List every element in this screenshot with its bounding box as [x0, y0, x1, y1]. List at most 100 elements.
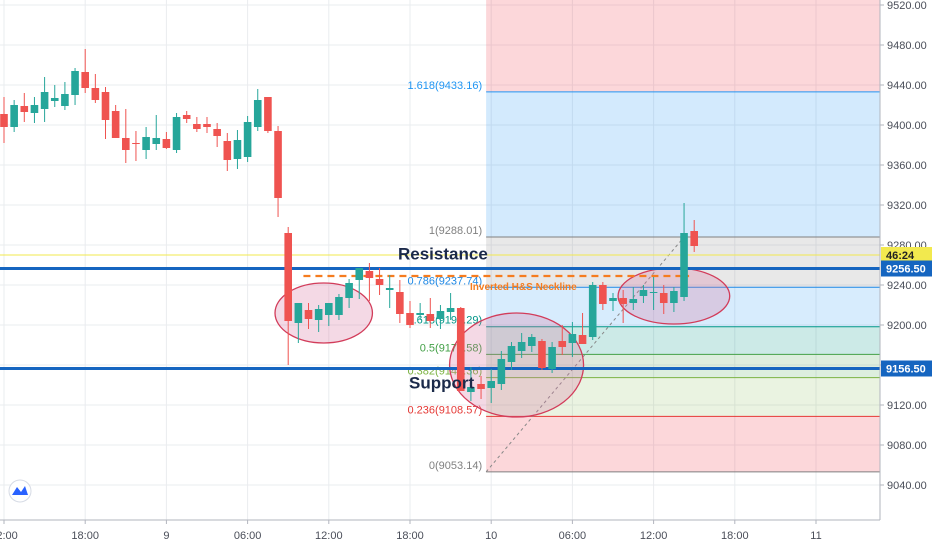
candle-body	[588, 285, 597, 337]
time-tick-label: 18:00	[396, 530, 424, 542]
candle-body	[223, 141, 232, 160]
current-price-tag: 46:24	[886, 250, 915, 262]
candle-body	[619, 298, 627, 304]
time-tick-label: 10	[485, 530, 497, 542]
time-tick-label: 18:00	[721, 530, 749, 542]
fib-zone-236	[486, 416, 880, 472]
candle-body	[304, 310, 313, 319]
fib-zone-1618	[486, 91, 880, 237]
candle-body	[456, 308, 465, 391]
logo-icon	[12, 486, 28, 495]
price-tick-label: 9080.00	[887, 440, 927, 452]
time-tick-label: 12:00	[640, 530, 668, 542]
candle-body	[71, 71, 79, 95]
time-tick-label: 18:00	[71, 530, 99, 542]
candle-body	[50, 98, 59, 101]
candle-body	[284, 233, 292, 321]
candle-body	[659, 293, 668, 303]
candle-body	[416, 313, 424, 315]
candle-body	[487, 381, 495, 388]
price-tick-label: 9520.00	[887, 0, 927, 12]
candle-body	[528, 337, 536, 346]
fib-level-label: 0.236(9108.57)	[408, 404, 483, 416]
candle-body	[690, 231, 698, 246]
price-tick-label: 9320.00	[887, 200, 927, 212]
support-price-tag-bg	[881, 360, 932, 377]
candle-body	[649, 292, 658, 293]
candle-body	[578, 335, 587, 344]
price-tick-label: 9360.00	[887, 160, 927, 172]
time-axis-bg	[0, 520, 932, 550]
candle-body	[355, 268, 364, 280]
price-tick-label: 9400.00	[887, 120, 927, 132]
highlight-ellipse-head	[448, 312, 585, 418]
candle-body	[436, 311, 445, 319]
candle-body	[609, 298, 617, 301]
candle-body	[243, 122, 252, 157]
fib-level-label: 0(9053.14)	[429, 460, 482, 472]
candle-body	[61, 94, 69, 106]
price-tick-label: 9240.00	[887, 280, 927, 292]
candle-body	[335, 297, 343, 315]
candle-body	[345, 283, 353, 298]
candle-body	[477, 384, 485, 389]
candle-body	[365, 271, 374, 278]
candle-body	[0, 114, 8, 127]
candle-body	[294, 303, 303, 323]
fib-zone-top	[486, 0, 880, 92]
price-tick-label: 9440.00	[887, 80, 927, 92]
resistance-price-tag: 9256.50	[886, 264, 926, 276]
candle-body	[680, 233, 688, 297]
candle-body	[325, 303, 333, 315]
candle-body	[10, 105, 18, 127]
candle-body	[517, 342, 526, 351]
fib-level-label: 1(9288.01)	[429, 225, 482, 237]
candle-body	[233, 140, 242, 159]
candle-body	[20, 106, 29, 112]
candle-body	[162, 139, 171, 148]
candle-body	[507, 346, 516, 362]
fib-level-label: 1.618(9433.16)	[408, 80, 483, 92]
candle-body	[538, 341, 546, 368]
time-tick-label: 12:00	[315, 530, 343, 542]
time-tick-label: 06:00	[559, 530, 587, 542]
candle-body	[396, 292, 404, 314]
candle-body	[203, 124, 211, 127]
time-tick-label: 9	[163, 530, 169, 542]
fib-level-label: 0.5(9170.58)	[420, 342, 482, 354]
candle-body	[193, 124, 201, 129]
price-tick-label: 9120.00	[887, 400, 927, 412]
candle-body	[639, 290, 648, 296]
candle-body	[122, 138, 130, 150]
candle-body	[385, 288, 394, 290]
candle-body	[274, 131, 282, 198]
candle-body	[314, 309, 323, 320]
price-tick-label: 9200.00	[887, 320, 927, 332]
candle-body	[253, 100, 262, 127]
time-tick-label: 12:00	[0, 530, 18, 542]
candle-body	[264, 97, 272, 131]
candle-body	[101, 92, 110, 120]
candle-body	[30, 105, 39, 113]
fib-level-label: 0.786(9237.74)	[408, 275, 483, 287]
candle-body	[670, 291, 678, 303]
candle-body	[548, 347, 556, 369]
candle-body	[172, 117, 181, 150]
candle-body	[467, 387, 475, 392]
fib-level-label: 0.618(9198.29)	[408, 315, 483, 327]
resistance-price-tag-bg	[881, 260, 932, 277]
neckline-label: Inverted H&S Neckline	[470, 282, 577, 293]
time-tick-label: 06:00	[234, 530, 262, 542]
resistance-label: Resistance	[398, 245, 488, 264]
fib-zone-5	[486, 354, 880, 378]
candle-body	[375, 279, 384, 285]
candle-body	[213, 129, 221, 136]
candle-body	[111, 111, 120, 138]
candle-body	[81, 72, 89, 88]
candle-body	[142, 137, 150, 150]
candle-body	[182, 115, 191, 119]
price-tick-label: 9040.00	[887, 480, 927, 492]
candle-body	[568, 334, 577, 343]
